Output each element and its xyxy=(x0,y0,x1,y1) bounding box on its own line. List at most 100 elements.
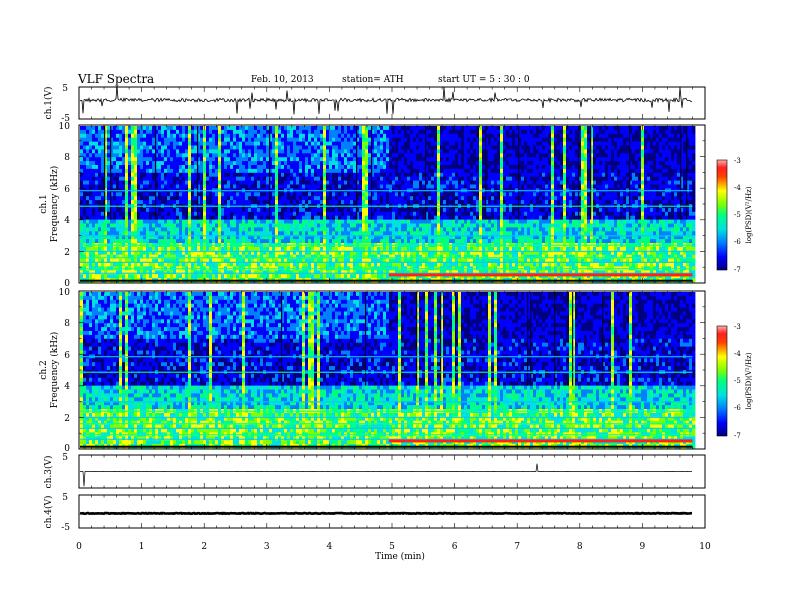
ch1-spec-cell xyxy=(413,145,417,150)
ch1-spec-cell xyxy=(452,145,456,150)
ch1-spec-cell xyxy=(200,141,204,146)
ch1-spec-cell xyxy=(422,196,426,201)
ch1-spec-cell xyxy=(338,239,342,244)
ch1-spec-cell xyxy=(299,196,303,201)
ch1-spec-cell xyxy=(356,145,360,150)
ch1-spec-cell xyxy=(350,270,354,275)
ch1-spec-cell xyxy=(212,246,216,252)
ch1-spec-cell xyxy=(287,180,291,185)
ch1-spec-cell xyxy=(383,254,387,259)
ch1-spec-cell xyxy=(356,227,360,232)
ch1-spec-cell xyxy=(191,149,195,154)
ch1-spec-cell xyxy=(146,137,150,142)
ch1-spec-cell xyxy=(245,262,249,267)
ch1-spec-cell xyxy=(209,200,213,205)
ch1-spec-cell xyxy=(386,200,390,205)
ch1-spec-cell xyxy=(182,161,186,166)
ch1-spec-cell xyxy=(179,137,183,142)
ch1-spec-cell xyxy=(173,176,177,181)
ch1-spec-cell xyxy=(314,215,318,220)
ch1-spec-cell xyxy=(101,137,105,142)
ch1-spec-cell xyxy=(110,184,114,189)
ch1-spec-cell xyxy=(176,141,180,146)
ch1-spec-cell xyxy=(281,254,285,259)
ch1-spec-cell xyxy=(212,250,216,256)
ch1-spec-cell xyxy=(281,250,285,256)
ch1-spec-cell xyxy=(197,176,201,181)
ch1-spec-cell xyxy=(104,215,108,220)
ch1-spec-cell xyxy=(203,211,207,217)
ch1-spec-dark-streak xyxy=(155,126,157,220)
ch1-spec-cell xyxy=(128,172,132,178)
ch1-spec-cell xyxy=(149,207,153,213)
ch1-spec-cell xyxy=(224,231,228,236)
ch1-spec-cell xyxy=(344,246,348,252)
ch1-spec-cell xyxy=(419,207,423,213)
ch1-spec-cell xyxy=(233,192,237,197)
ch1-spec-cell xyxy=(101,223,105,228)
ch1-spec-cell xyxy=(368,180,372,185)
ch1-spec-cell xyxy=(452,172,456,178)
ch1-spec-cell xyxy=(215,137,219,142)
ch1-spec-cell xyxy=(374,258,378,263)
ch1-spec-cell xyxy=(173,215,177,220)
ch1-spec-cell xyxy=(215,231,219,236)
ch1-spec-cell xyxy=(356,165,360,170)
ch1-spec-cell xyxy=(449,196,453,201)
ch1-spec-cell xyxy=(290,231,294,236)
ch1-spec-cell xyxy=(83,270,87,275)
ch1-spec-cell xyxy=(299,153,303,158)
ch1-spec-cell xyxy=(164,172,168,178)
ch1-spec-cell xyxy=(209,176,213,181)
ch1-spec-cell xyxy=(239,149,243,154)
ch1-spec-cell xyxy=(146,168,150,174)
ch1-spec-cell xyxy=(446,200,450,205)
ch1-spec-cell xyxy=(206,219,210,224)
ch1-spec-cell xyxy=(275,200,279,205)
ch1-spec-cell xyxy=(215,196,219,201)
ch1-spec-cell xyxy=(191,161,195,166)
ch1-spec-cell xyxy=(284,274,288,279)
ch1-spec-cell xyxy=(185,246,189,252)
ch1-spec-cell xyxy=(95,200,99,205)
ch1-spec-cell xyxy=(368,219,372,224)
ch1-spec-cell xyxy=(347,129,351,135)
ch1-spec-cell xyxy=(95,184,99,189)
ch1-spec-cell xyxy=(380,274,384,279)
ch1-spec-cell xyxy=(425,262,429,267)
ch1-spec-cell xyxy=(338,196,342,201)
ch1-spec-cell xyxy=(179,258,183,263)
ch1-spec-cell xyxy=(131,133,135,139)
ch1-spec-cell xyxy=(428,270,432,275)
ch1-spec-cell xyxy=(275,219,279,224)
ch1-spec-cell xyxy=(212,176,216,181)
ch1-spec-cell xyxy=(272,250,276,256)
ch1-spec-cell xyxy=(350,274,354,279)
ch1-spec-cell xyxy=(368,274,372,279)
ch1-spec-cell xyxy=(137,196,141,201)
ch1-spec-cell xyxy=(446,133,450,139)
ch1-spec-cell xyxy=(209,196,213,201)
ch1-spec-cell xyxy=(254,211,258,217)
ch1-spec-cell xyxy=(197,184,201,189)
ch1-spec-cell xyxy=(176,153,180,158)
ch1-spec-cell xyxy=(266,129,270,135)
ch1-spec-cell xyxy=(266,239,270,244)
ch1-spec-cell xyxy=(230,129,234,135)
ch1-spec-cell xyxy=(386,129,390,135)
ch1-spec-cell xyxy=(125,235,129,240)
ch1-spec-cell xyxy=(431,129,435,135)
ch1-spec-cell xyxy=(272,262,276,267)
ch1-spec-cell xyxy=(200,180,204,185)
ch1-spec-cell xyxy=(179,254,183,259)
ch1-spec-cell xyxy=(287,219,291,224)
ch1-spec-cell xyxy=(254,192,258,197)
ch1-spec-cell xyxy=(332,231,336,236)
ch1-spec-cell xyxy=(275,270,279,275)
ch1-spec-dark-streak xyxy=(269,126,271,220)
ch1-spec-cell xyxy=(143,227,147,232)
ch1-spec-cell xyxy=(344,161,348,166)
ch1-spec-cell xyxy=(350,149,354,154)
ch1-spec-cell xyxy=(215,149,219,154)
ch1-spec-cell xyxy=(362,215,366,220)
